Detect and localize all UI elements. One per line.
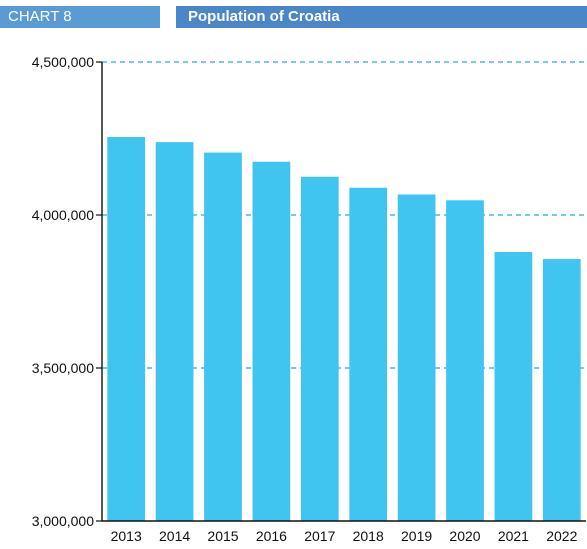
x-tick-label: 2015: [207, 528, 238, 544]
bar-2018: [349, 187, 388, 522]
chart-number-badge: CHART 8: [0, 6, 160, 28]
chart-title: Population of Croatia: [176, 6, 587, 28]
y-tick-label: 4,000,000: [32, 207, 94, 223]
x-tick-label: 2019: [401, 528, 432, 544]
y-tick-label: 4,500,000: [32, 54, 94, 70]
tick-labels: 3,000,000 3,500,000 4,000,000 4,500,000 2013…: [32, 54, 578, 544]
axes: [96, 61, 586, 522]
y-tick-label: 3,500,000: [32, 360, 94, 376]
bar-2020: [446, 200, 484, 521]
x-tick-label: 2018: [353, 528, 384, 544]
x-tick-label: 2016: [256, 528, 287, 544]
bar-2013: [107, 136, 146, 521]
bar-2015: [204, 152, 242, 522]
bars: [107, 136, 581, 522]
x-tick-label: 2022: [546, 528, 577, 544]
x-tick-label: 2020: [449, 528, 480, 544]
y-tick-label: 3,000,000: [32, 513, 94, 529]
x-tick-label: 2013: [111, 528, 142, 544]
x-tick-label: 2017: [304, 528, 335, 544]
bar-2014: [155, 142, 194, 521]
x-tick-label: 2014: [159, 528, 190, 544]
bar-2016: [252, 161, 291, 522]
bar-2017: [300, 176, 339, 521]
bar-2021: [494, 252, 533, 521]
bar-2022: [542, 259, 581, 521]
bar-2019: [397, 194, 436, 522]
x-tick-label: 2021: [498, 528, 529, 544]
